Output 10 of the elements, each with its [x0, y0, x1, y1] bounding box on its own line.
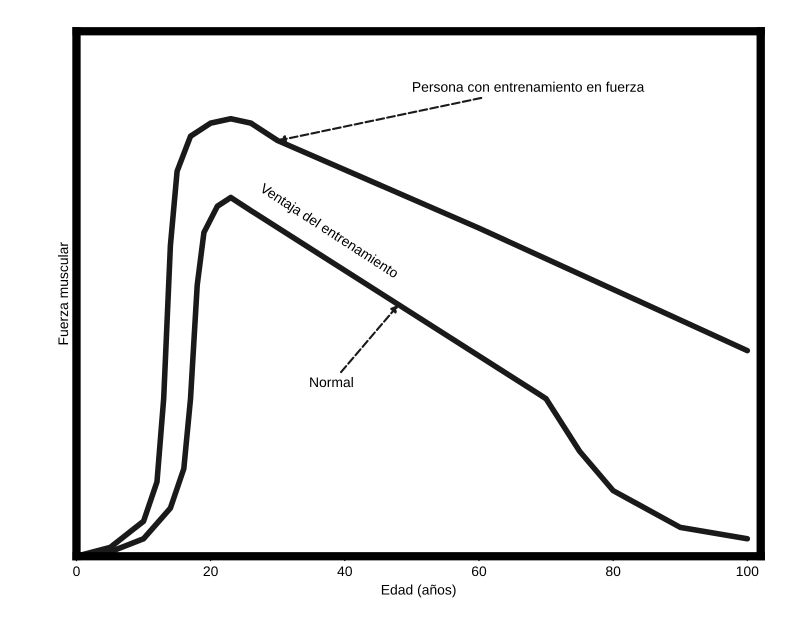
x-tick-label: 60	[472, 566, 486, 576]
annotation: Normal	[310, 376, 353, 388]
x-tick-label: 20	[204, 566, 218, 576]
x-tick-label: 40	[337, 566, 352, 576]
x-axis-title: Edad (años)	[382, 584, 456, 598]
x-tick-label: 100	[736, 566, 758, 576]
x-tick-label: 0	[73, 566, 80, 576]
annotation: Persona con entrenamiento en fuerza	[413, 82, 644, 92]
y-axis-title: Fuerza muscular	[58, 242, 68, 344]
x-tick-label: 80	[606, 566, 620, 576]
